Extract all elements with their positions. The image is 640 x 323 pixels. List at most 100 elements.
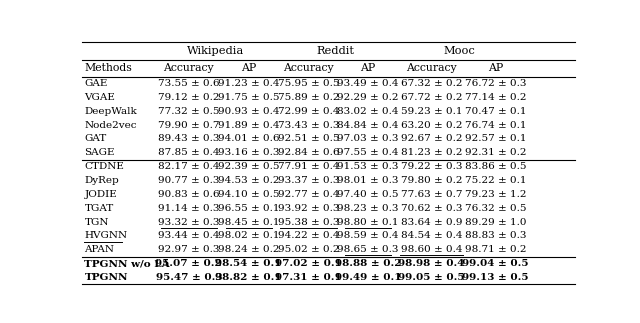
Text: 98.82 ± 0.1: 98.82 ± 0.1 xyxy=(215,273,282,282)
Text: 98.60 ± 0.4: 98.60 ± 0.4 xyxy=(401,245,463,254)
Text: Methods: Methods xyxy=(84,64,132,73)
Text: 90.93 ± 0.4: 90.93 ± 0.4 xyxy=(218,107,280,116)
Text: 95.02 ± 0.2: 95.02 ± 0.2 xyxy=(278,245,339,254)
Text: 98.01 ± 0.3: 98.01 ± 0.3 xyxy=(337,176,399,185)
Text: 83.86 ± 0.5: 83.86 ± 0.5 xyxy=(465,162,526,171)
Text: 79.12 ± 0.2: 79.12 ± 0.2 xyxy=(158,93,220,102)
Text: 76.74 ± 0.1: 76.74 ± 0.1 xyxy=(465,120,526,130)
Text: 92.67 ± 0.2: 92.67 ± 0.2 xyxy=(401,134,463,143)
Text: 93.92 ± 0.3: 93.92 ± 0.3 xyxy=(278,204,339,213)
Text: 91.75 ± 0.5: 91.75 ± 0.5 xyxy=(218,93,280,102)
Text: 94.01 ± 0.6: 94.01 ± 0.6 xyxy=(218,134,280,143)
Text: 70.62 ± 0.3: 70.62 ± 0.3 xyxy=(401,204,463,213)
Text: 72.99 ± 0.4: 72.99 ± 0.4 xyxy=(278,107,339,116)
Text: Wikipedia: Wikipedia xyxy=(187,47,244,57)
Text: 98.65 ± 0.3: 98.65 ± 0.3 xyxy=(337,245,399,254)
Text: AP: AP xyxy=(360,64,376,73)
Text: 98.02 ± 0.1: 98.02 ± 0.1 xyxy=(218,232,280,240)
Text: TGAT: TGAT xyxy=(84,204,114,213)
Text: 92.57 ± 0.1: 92.57 ± 0.1 xyxy=(465,134,526,143)
Text: 87.85 ± 0.4: 87.85 ± 0.4 xyxy=(158,148,220,157)
Text: 89.29 ± 1.0: 89.29 ± 1.0 xyxy=(465,218,526,227)
Text: 93.44 ± 0.4: 93.44 ± 0.4 xyxy=(158,232,220,240)
Text: 84.84 ± 0.4: 84.84 ± 0.4 xyxy=(337,120,399,130)
Text: 97.55 ± 0.4: 97.55 ± 0.4 xyxy=(337,148,399,157)
Text: 81.23 ± 0.2: 81.23 ± 0.2 xyxy=(401,148,463,157)
Text: Accuracy: Accuracy xyxy=(164,64,214,73)
Text: 77.32 ± 0.5: 77.32 ± 0.5 xyxy=(158,107,220,116)
Text: 77.63 ± 0.7: 77.63 ± 0.7 xyxy=(401,190,463,199)
Text: 79.90 ± 0.7: 79.90 ± 0.7 xyxy=(158,120,220,130)
Text: Mooc: Mooc xyxy=(443,47,475,57)
Text: 67.32 ± 0.2: 67.32 ± 0.2 xyxy=(401,79,463,88)
Text: 92.77 ± 0.4: 92.77 ± 0.4 xyxy=(278,190,339,199)
Text: 90.83 ± 0.6: 90.83 ± 0.6 xyxy=(158,190,220,199)
Text: 95.07 ± 0.2: 95.07 ± 0.2 xyxy=(156,259,222,268)
Text: 94.22 ± 0.4: 94.22 ± 0.4 xyxy=(278,232,339,240)
Text: 98.98 ± 0.4: 98.98 ± 0.4 xyxy=(399,259,465,268)
Text: APAN: APAN xyxy=(84,245,115,254)
Text: 90.77 ± 0.3: 90.77 ± 0.3 xyxy=(158,176,220,185)
Text: 98.23 ± 0.3: 98.23 ± 0.3 xyxy=(337,204,399,213)
Text: 95.38 ± 0.3: 95.38 ± 0.3 xyxy=(278,218,339,227)
Text: 77.91 ± 0.4: 77.91 ± 0.4 xyxy=(278,162,339,171)
Text: 79.23 ± 1.2: 79.23 ± 1.2 xyxy=(465,190,526,199)
Text: VGAE: VGAE xyxy=(84,93,115,102)
Text: HVGNN: HVGNN xyxy=(84,232,127,240)
Text: 67.72 ± 0.2: 67.72 ± 0.2 xyxy=(401,93,463,102)
Text: TPGNN: TPGNN xyxy=(84,273,128,282)
Text: DyRep: DyRep xyxy=(84,176,119,185)
Text: 97.03 ± 0.3: 97.03 ± 0.3 xyxy=(337,134,399,143)
Text: 75.89 ± 0.2: 75.89 ± 0.2 xyxy=(278,93,339,102)
Text: 84.54 ± 0.4: 84.54 ± 0.4 xyxy=(401,232,463,240)
Text: GAT: GAT xyxy=(84,134,107,143)
Text: 96.55 ± 0.1: 96.55 ± 0.1 xyxy=(218,204,280,213)
Text: 92.97 ± 0.3: 92.97 ± 0.3 xyxy=(158,245,220,254)
Text: 82.17 ± 0.4: 82.17 ± 0.4 xyxy=(158,162,220,171)
Text: 98.24 ± 0.2: 98.24 ± 0.2 xyxy=(218,245,280,254)
Text: 97.40 ± 0.5: 97.40 ± 0.5 xyxy=(337,190,399,199)
Text: AP: AP xyxy=(241,64,256,73)
Text: 79.80 ± 0.2: 79.80 ± 0.2 xyxy=(401,176,463,185)
Text: Reddit: Reddit xyxy=(316,47,354,57)
Text: 93.37 ± 0.3: 93.37 ± 0.3 xyxy=(278,176,339,185)
Text: AP: AP xyxy=(488,64,503,73)
Text: 98.59 ± 0.4: 98.59 ± 0.4 xyxy=(337,232,399,240)
Text: DeepWalk: DeepWalk xyxy=(84,107,137,116)
Text: GAE: GAE xyxy=(84,79,108,88)
Text: SAGE: SAGE xyxy=(84,148,115,157)
Text: 77.14 ± 0.2: 77.14 ± 0.2 xyxy=(465,93,526,102)
Text: TPGNN w/o LA: TPGNN w/o LA xyxy=(84,259,170,268)
Text: 88.83 ± 0.3: 88.83 ± 0.3 xyxy=(465,232,526,240)
Text: 75.22 ± 0.1: 75.22 ± 0.1 xyxy=(465,176,526,185)
Text: 89.43 ± 0.3: 89.43 ± 0.3 xyxy=(158,134,220,143)
Text: 83.64 ± 0.9: 83.64 ± 0.9 xyxy=(401,218,463,227)
Text: 91.89 ± 0.4: 91.89 ± 0.4 xyxy=(218,120,280,130)
Text: 99.05 ± 0.5: 99.05 ± 0.5 xyxy=(399,273,465,282)
Text: 98.45 ± 0.1: 98.45 ± 0.1 xyxy=(218,218,280,227)
Text: 94.10 ± 0.5: 94.10 ± 0.5 xyxy=(218,190,280,199)
Text: Accuracy: Accuracy xyxy=(283,64,333,73)
Text: 99.04 ± 0.5: 99.04 ± 0.5 xyxy=(462,259,529,268)
Text: 91.53 ± 0.3: 91.53 ± 0.3 xyxy=(337,162,399,171)
Text: 92.51 ± 0.5: 92.51 ± 0.5 xyxy=(278,134,339,143)
Text: TGN: TGN xyxy=(84,218,109,227)
Text: 97.02 ± 0.1: 97.02 ± 0.1 xyxy=(275,259,342,268)
Text: CTDNE: CTDNE xyxy=(84,162,124,171)
Text: 70.47 ± 0.1: 70.47 ± 0.1 xyxy=(465,107,526,116)
Text: 93.49 ± 0.4: 93.49 ± 0.4 xyxy=(337,79,399,88)
Text: 73.43 ± 0.3: 73.43 ± 0.3 xyxy=(278,120,339,130)
Text: 94.53 ± 0.2: 94.53 ± 0.2 xyxy=(218,176,280,185)
Text: Node2vec: Node2vec xyxy=(84,120,137,130)
Text: 98.80 ± 0.1: 98.80 ± 0.1 xyxy=(337,218,399,227)
Text: 99.13 ± 0.5: 99.13 ± 0.5 xyxy=(462,273,529,282)
Text: 92.31 ± 0.2: 92.31 ± 0.2 xyxy=(465,148,526,157)
Text: 75.95 ± 0.5: 75.95 ± 0.5 xyxy=(278,79,339,88)
Text: 73.55 ± 0.6: 73.55 ± 0.6 xyxy=(158,79,220,88)
Text: 93.16 ± 0.3: 93.16 ± 0.3 xyxy=(218,148,280,157)
Text: 92.84 ± 0.6: 92.84 ± 0.6 xyxy=(278,148,339,157)
Text: 63.20 ± 0.2: 63.20 ± 0.2 xyxy=(401,120,463,130)
Text: 76.32 ± 0.5: 76.32 ± 0.5 xyxy=(465,204,526,213)
Text: 98.54 ± 0.1: 98.54 ± 0.1 xyxy=(216,259,282,268)
Text: 98.71 ± 0.2: 98.71 ± 0.2 xyxy=(465,245,526,254)
